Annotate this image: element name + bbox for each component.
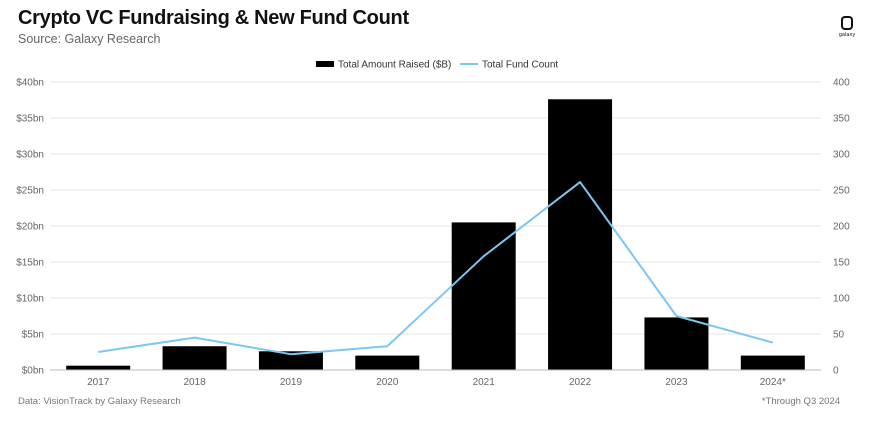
y-left-tick-label: $0bn: [22, 366, 44, 377]
gridlines: [50, 81, 821, 335]
bar-2022: [548, 99, 613, 370]
y-left-tick-label: $30bn: [16, 150, 44, 161]
y-left-tick-label: $25bn: [16, 186, 44, 197]
y-left-tick-label: $5bn: [22, 330, 44, 341]
y-right-tick-label: 300: [833, 150, 850, 161]
y-right-tick-label: 350: [833, 114, 850, 125]
y-right-tick-label: 0: [833, 366, 839, 377]
legend-bar-label: Total Amount Raised ($B): [338, 60, 451, 71]
y-left-tick-label: $15bn: [16, 258, 44, 269]
x-tick-label: 2021: [473, 377, 496, 388]
y-left-tick-label: $10bn: [16, 294, 44, 305]
y-right-tick-label: 200: [833, 222, 850, 233]
x-tick-label: 2019: [280, 377, 303, 388]
chart-subtitle: Source: Galaxy Research: [18, 32, 161, 46]
legend-bar-swatch: [316, 61, 334, 67]
y-left-tick-label: $40bn: [16, 78, 44, 89]
galaxy-logo-text: galaxy: [838, 32, 856, 38]
galaxy-logo: galaxy: [836, 16, 858, 38]
chart-title: Crypto VC Fundraising & New Fund Count: [18, 7, 409, 29]
y-right-tick-label: 100: [833, 294, 850, 305]
y-right-tick-label: 250: [833, 186, 850, 197]
y-right-tick-label: 150: [833, 258, 850, 269]
x-tick-label: 2023: [665, 377, 688, 388]
y-right-tick-label: 50: [833, 330, 845, 341]
bar-2024: [740, 355, 805, 370]
x-tick-label: 2022: [569, 377, 592, 388]
bar-series: [66, 99, 805, 370]
bar-2017: [66, 365, 131, 370]
bar-2018: [162, 346, 227, 370]
x-tick-label: 2018: [183, 377, 206, 388]
bar-2023: [644, 317, 709, 370]
y-axis-left: $0bn $5bn $10bn $15bn $20bn $25bn $30bn $35bn $4…: [16, 78, 44, 377]
y-left-tick-label: $20bn: [16, 222, 44, 233]
legend: Total Amount Raised ($B) Total Fund Count: [316, 60, 558, 71]
x-tick-label: 2020: [376, 377, 399, 388]
x-tick-label: 2024*: [760, 377, 786, 388]
y-right-tick-label: 400: [833, 78, 850, 89]
y-axis-right: 0 50 100 150 200 250 300 350 400: [833, 78, 850, 377]
line-series: [98, 181, 774, 356]
x-axis: 2017 2018 2019 2020 2021 2022 2023 2024*: [50, 369, 821, 388]
data-source-note: Data: VisionTrack by Galaxy Research: [18, 396, 181, 407]
y-left-tick-label: $35bn: [16, 114, 44, 125]
bar-2020: [355, 355, 420, 370]
fund-count-line: [98, 181, 774, 356]
x-tick-label: 2017: [87, 377, 110, 388]
bar-2019: [258, 351, 323, 370]
footnote: *Through Q3 2024: [761, 396, 840, 407]
bar-2021: [451, 222, 516, 370]
galaxy-logo-icon: [841, 16, 853, 30]
legend-line-label: Total Fund Count: [482, 60, 558, 71]
